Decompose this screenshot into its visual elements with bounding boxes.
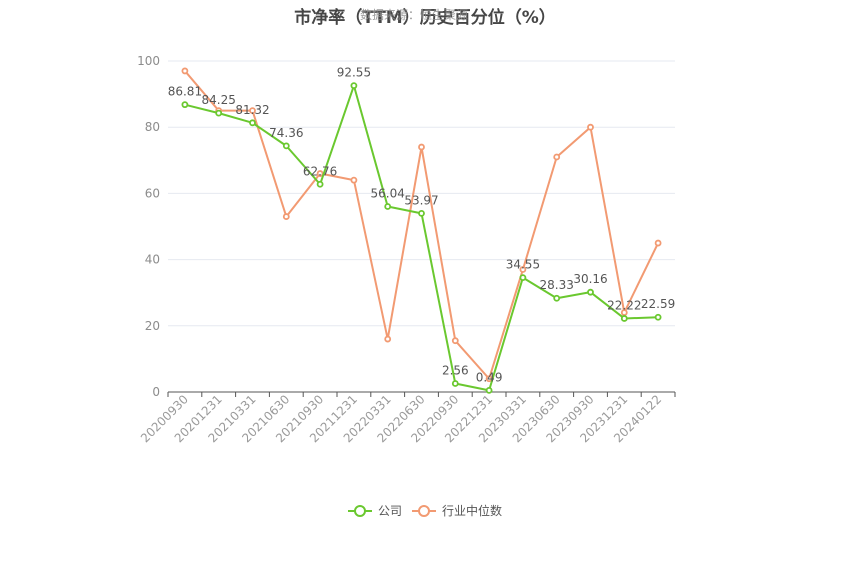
y-tick-label: 40 xyxy=(145,253,160,267)
data-point-company xyxy=(620,315,628,322)
data-point-company xyxy=(181,101,189,109)
y-tick-label: 0 xyxy=(152,385,160,399)
y-tick-label: 100 xyxy=(137,54,160,68)
y-tick-label: 20 xyxy=(145,319,160,333)
data-point-industry xyxy=(350,176,358,184)
legend-label-company: 公司 xyxy=(378,504,402,518)
data-label-company: 84.25 xyxy=(202,93,236,107)
data-point-industry xyxy=(451,337,459,345)
y-tick-label: 60 xyxy=(145,186,160,200)
data-point-company xyxy=(451,380,459,387)
data-label-company: 74.36 xyxy=(269,126,303,140)
data-point-industry xyxy=(587,123,594,131)
data-point-company xyxy=(316,180,324,188)
data-point-industry xyxy=(249,107,256,115)
chart-title: 市净率（TTM）历史百分位（%） xyxy=(294,8,556,28)
y-tick-label: 80 xyxy=(145,120,160,134)
data-point-company xyxy=(587,288,594,296)
data-label-company: 2.56 xyxy=(442,364,469,378)
data-point-company xyxy=(384,203,392,210)
data-label-company: 86.81 xyxy=(168,85,202,99)
data-point-industry xyxy=(181,67,189,75)
data-point-company xyxy=(350,82,358,90)
data-label-company: 34.55 xyxy=(506,258,540,272)
data-label-company: 53.97 xyxy=(404,193,438,207)
data-point-company xyxy=(249,119,256,127)
data-point-industry xyxy=(316,170,324,177)
data-label-company: 56.04 xyxy=(371,187,405,201)
data-label-company: 0.49 xyxy=(476,370,503,384)
data-point-company xyxy=(553,294,561,302)
data-point-industry xyxy=(282,213,290,220)
data-point-company xyxy=(654,313,662,321)
legend-label-industry: 行业中位数 xyxy=(442,503,502,518)
data-point-company xyxy=(519,274,527,282)
data-label-company: 92.55 xyxy=(337,66,371,80)
data-label-company: 28.33 xyxy=(540,278,574,292)
series-layer xyxy=(181,67,662,394)
data-label-company: 62.76 xyxy=(303,164,337,178)
legend-item-industry[interactable]: 行业中位数 xyxy=(412,503,502,518)
data-point-company xyxy=(282,142,290,150)
data-point-company xyxy=(485,386,493,394)
series-line-industry xyxy=(184,70,659,380)
data-point-company xyxy=(418,209,425,217)
data-point-company xyxy=(215,109,223,117)
data-label-company: 22.22 xyxy=(607,298,641,312)
legend[interactable]: 公司 行业中位数 xyxy=(348,503,502,518)
data-label-company: 30.16 xyxy=(573,272,607,286)
data-point-industry xyxy=(418,143,425,151)
data-label-company: 22.59 xyxy=(641,297,675,311)
data-point-industry xyxy=(654,239,662,247)
data-point-industry xyxy=(384,335,392,343)
grid-layer xyxy=(168,60,675,327)
watermark: 数据来源：恒生聚源 xyxy=(360,8,469,22)
data-label-company: 81.32 xyxy=(235,103,269,117)
legend-item-company[interactable]: 公司 xyxy=(348,504,402,518)
data-point-industry xyxy=(519,266,527,273)
data-point-industry xyxy=(553,153,561,161)
